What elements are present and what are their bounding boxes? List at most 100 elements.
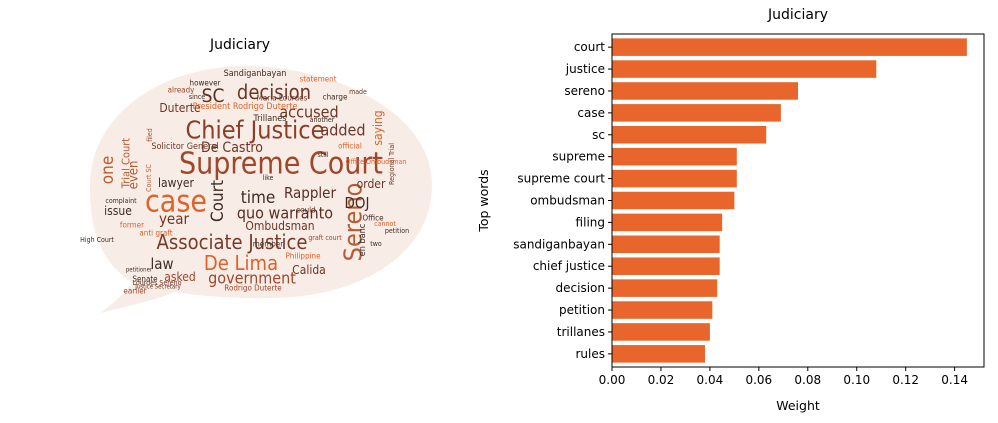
- wordcloud-word: Solicitor General: [151, 142, 218, 152]
- wordcloud-word: statement: [299, 75, 336, 84]
- y-tick-label: sereno: [564, 84, 605, 98]
- y-tick-label: court: [574, 40, 605, 54]
- wordcloud-word: Trial Court: [120, 138, 133, 190]
- bar: [612, 235, 720, 254]
- bar: [612, 213, 723, 232]
- wordcloud-word: earlier: [123, 287, 146, 296]
- wordcloud-word: filed: [146, 128, 154, 142]
- y-tick-label: petition: [559, 303, 605, 317]
- wordcloud-word: Regional Trial: [388, 143, 396, 185]
- wordcloud-word: still: [318, 151, 329, 159]
- y-tick-label: ombudsman: [530, 194, 605, 208]
- wordcloud-word: official: [338, 142, 362, 151]
- bar: [612, 191, 735, 210]
- bar: [612, 301, 713, 319]
- wordcloud-word: Calida: [292, 263, 326, 277]
- wordcloud-word: another: [310, 116, 335, 124]
- bar: [612, 82, 798, 100]
- y-tick-label: trillanes: [557, 325, 605, 339]
- wordcloud-word: petitioner: [126, 267, 153, 274]
- wordcloud-word: Sereno: [339, 183, 368, 262]
- wordcloud-word: lawyer: [158, 176, 194, 190]
- wordcloud-word: one: [98, 156, 118, 184]
- wordcloud-word: petition: [385, 227, 409, 235]
- y-tick-label: decision: [556, 281, 605, 295]
- wordcloud-word: accused: [279, 103, 338, 122]
- wordcloud-word: decision: [237, 80, 311, 104]
- wordcloud-word: Philippine: [285, 252, 321, 261]
- wordcloud-word: Court: [208, 180, 228, 222]
- wordcloud-word: year: [159, 210, 190, 228]
- wordcloud-word: Supreme Court: [179, 147, 383, 182]
- wordcloud-word: Office Ombudsman: [346, 158, 407, 166]
- wordcloud-word: De Lima: [204, 251, 278, 275]
- x-tick-label: 0.04: [697, 373, 724, 387]
- wordcloud-word: case: [145, 185, 207, 220]
- wordcloud-word: law: [150, 255, 173, 273]
- bar: [612, 60, 877, 78]
- wordcloud-word: Ombudsman: [245, 219, 314, 233]
- wordcloud-word: Court SC: [145, 164, 153, 192]
- wordcloud-word: like: [263, 174, 274, 182]
- wordcloud-word: Rodrigo Duterte: [224, 284, 282, 293]
- bar: [612, 279, 718, 297]
- wordcloud-word: Maria Lourdes: [257, 94, 308, 103]
- wordcloud-word: Chief Justice: [186, 116, 325, 145]
- wordcloud-word: could: [296, 206, 316, 215]
- y-tick-label: case: [577, 106, 605, 120]
- bar: [612, 104, 781, 122]
- x-tick-label: 0.14: [941, 373, 968, 387]
- wordcloud-word: government: [208, 269, 296, 288]
- wordcloud-word: DOJ: [345, 194, 370, 212]
- y-tick-label: supreme: [552, 150, 605, 164]
- x-tick-label: 0.12: [892, 373, 919, 387]
- bar: [612, 345, 705, 363]
- wordcloud-word: issue: [104, 204, 132, 218]
- wordcloud-word: graft court: [308, 234, 342, 242]
- bar: [612, 257, 720, 275]
- wordcloud-word: time: [241, 188, 276, 208]
- y-tick-label: sandiganbayan: [513, 237, 605, 251]
- y-tick-label: filing: [576, 215, 605, 229]
- x-tick-label: 0.10: [843, 373, 870, 387]
- x-axis-label: Weight: [776, 398, 820, 413]
- wordcloud-word: cannot: [374, 220, 396, 228]
- plot-frame: [611, 33, 985, 368]
- y-tick-label: rules: [575, 347, 605, 361]
- wordcloud-word: SC: [202, 85, 225, 107]
- y-tick-label: chief justice: [533, 259, 605, 273]
- y-axis-label: Top words: [476, 169, 491, 232]
- wordcloud-word: already: [168, 86, 196, 95]
- wordcloud-word: complaint: [105, 197, 137, 205]
- wordcloud-word: charge: [323, 93, 348, 102]
- wordcloud-word: President Rodrigo Duterte: [193, 102, 298, 112]
- wordcloud-word: made: [349, 88, 367, 96]
- wordcloud-word: member: [253, 240, 283, 249]
- y-tick-label: justice: [565, 62, 605, 76]
- y-tick-label: supreme court: [517, 172, 605, 186]
- wordcloud-word: added: [320, 121, 365, 140]
- wordcloud-word: De Castro: [201, 140, 263, 156]
- y-tick-label: sc: [592, 128, 605, 142]
- wordcloud-word: order: [357, 177, 386, 191]
- wordcloud-word: however: [190, 79, 221, 88]
- wordcloud-word: two: [370, 240, 382, 248]
- wordcloud-word: en banc: [358, 224, 368, 256]
- wordcloud-word: Duterte: [159, 101, 201, 115]
- x-tick-label: 0.06: [745, 373, 772, 387]
- bar: [612, 169, 737, 188]
- wordcloud-word: High Court: [80, 236, 114, 244]
- wordcloud-word: Associate Justice: [157, 230, 308, 254]
- x-tick-label: 0.02: [648, 373, 675, 387]
- wordcloud-word: quo warranto: [237, 204, 333, 223]
- wordcloud-word: since: [189, 93, 205, 101]
- wordcloud-word: Justice Secretary: [134, 284, 181, 291]
- speech-bubble-shape: [90, 66, 432, 313]
- wordcloud-word: Senate: [132, 275, 158, 284]
- wordcloud-word: Sandiganbayan: [224, 69, 287, 79]
- wordcloud-word: saying: [371, 110, 385, 145]
- wordcloud-word: Office: [362, 214, 384, 223]
- x-tick-label: 0.08: [794, 373, 821, 387]
- wordcloud-word: Trillanes: [253, 114, 287, 124]
